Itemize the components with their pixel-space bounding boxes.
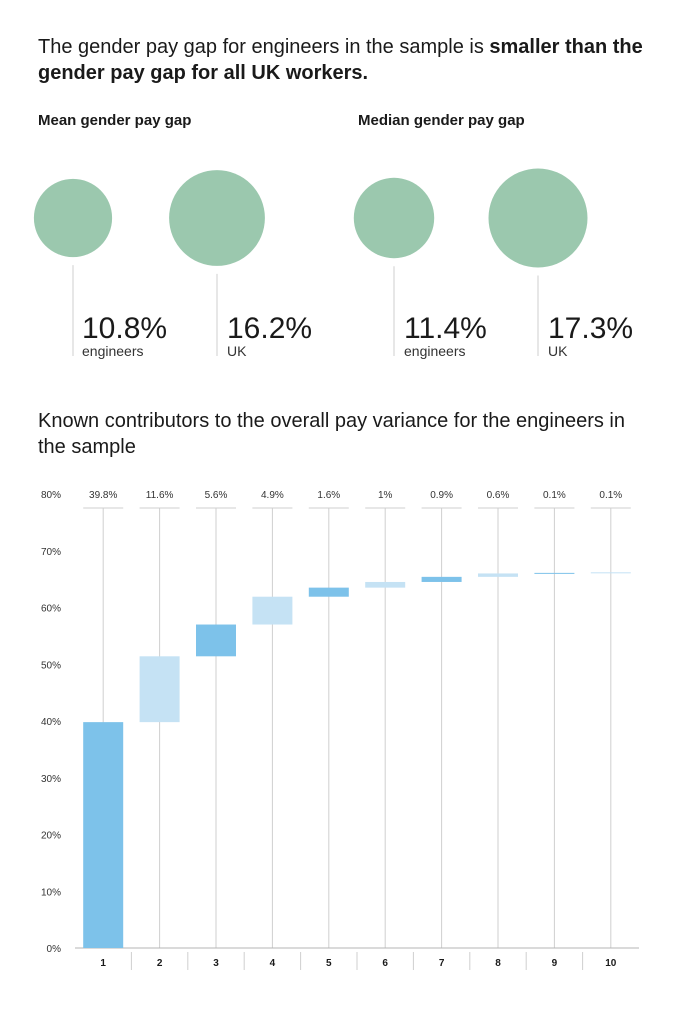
bubble-charts: 10.8%engineers16.2%UK11.4%engineers17.3%… (33, 168, 633, 359)
bar-8 (478, 573, 518, 577)
x-tick-label: 2 (157, 958, 163, 969)
bubble-category-label: UK (227, 343, 247, 359)
bar-4 (252, 596, 293, 625)
x-tick-label: 1 (100, 958, 106, 969)
y-tick-label: 70% (41, 547, 61, 558)
bar-value-label: 0.1% (543, 490, 566, 501)
waterfall-title: Known contributors to the overall pay va… (38, 410, 626, 458)
x-tick-label: 8 (495, 958, 501, 969)
x-tick-label: 5 (326, 958, 332, 969)
x-tick-label: 4 (270, 958, 276, 969)
bar-5 (308, 587, 349, 597)
median-gap-title: Median gender pay gap (358, 112, 525, 129)
bar-value-label: 4.9% (261, 490, 284, 501)
x-tick-label: 9 (552, 958, 558, 969)
bubble-uk (169, 170, 265, 266)
bubble-category-label: engineers (82, 343, 144, 359)
y-tick-label: 10% (41, 887, 61, 898)
mean-gap-title: Mean gender pay gap (38, 112, 192, 129)
bubble-value-label: 16.2% (227, 312, 312, 345)
bar-10 (590, 572, 631, 574)
x-tick-label: 6 (382, 958, 388, 969)
bubble-value-label: 17.3% (548, 312, 633, 345)
x-tick-label: 3 (213, 958, 219, 969)
y-tick-label: 80% (41, 490, 61, 501)
headline-normal: The gender pay gap for engineers in the … (38, 36, 490, 58)
x-tick-label: 10 (605, 958, 617, 969)
bubble-engineers (33, 178, 113, 258)
bar-value-label: 39.8% (89, 490, 117, 501)
bar-value-label: 0.1% (599, 490, 622, 501)
bar-value-label: 11.6% (146, 490, 174, 501)
bar-value-label: 0.9% (430, 490, 453, 501)
y-tick-label: 30% (41, 774, 61, 785)
bar-value-label: 1.6% (317, 490, 340, 501)
bar-3 (196, 624, 236, 657)
y-tick-label: 40% (41, 717, 61, 728)
waterfall-chart: 0% 10% 20% 30% 40% 50% 60% 70% 80% 39.8% 1 11.6% 2 5.… (41, 490, 639, 970)
bubble-value-label: 10.8% (82, 312, 167, 345)
y-tick-label: 0% (47, 944, 62, 955)
y-tick-label: 50% (41, 660, 61, 671)
y-tick-label: 60% (41, 604, 61, 615)
bar-6 (365, 581, 406, 588)
bubble-category-label: UK (548, 343, 568, 359)
headline-bold: smaller than the gender pay gap for all … (38, 36, 643, 84)
bar-9 (534, 572, 575, 574)
bar-value-label: 1% (378, 490, 393, 501)
bubble-value-label: 11.4% (404, 312, 487, 345)
bar-2 (139, 656, 180, 723)
bar-value-label: 0.6% (487, 490, 510, 501)
headline: The gender pay gap for engineers in the … (38, 34, 648, 86)
bar-7 (421, 576, 462, 582)
bar-1 (83, 722, 124, 948)
y-tick-label: 20% (41, 831, 61, 842)
x-tick-label: 7 (439, 958, 445, 969)
bar-value-label: 5.6% (205, 490, 228, 501)
bubble-uk (488, 168, 588, 268)
bubble-category-label: engineers (404, 343, 466, 359)
bubble-engineers (353, 177, 435, 259)
